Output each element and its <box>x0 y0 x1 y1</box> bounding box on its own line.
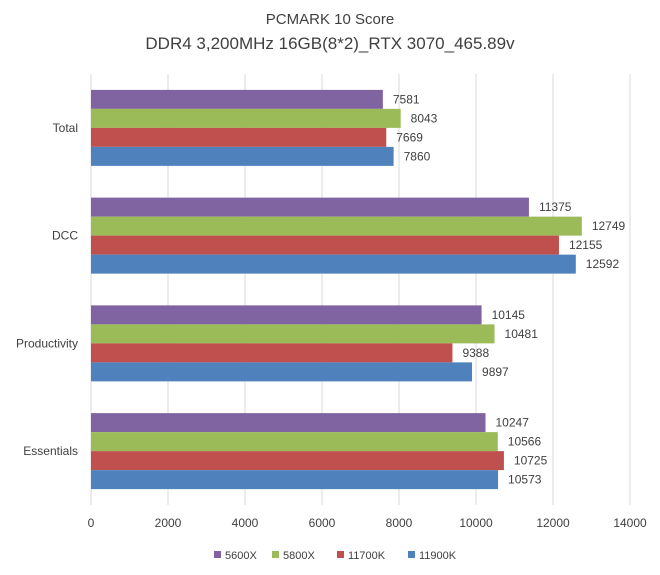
data-label: 10725 <box>514 454 548 468</box>
category-labels: Total DCC Productivity Essentials <box>16 121 78 458</box>
data-label: 10573 <box>508 473 542 487</box>
data-label: 7581 <box>393 92 420 106</box>
bar <box>91 216 582 236</box>
bar <box>91 89 383 109</box>
legend-swatch <box>337 551 344 558</box>
data-label: 10481 <box>505 327 539 341</box>
data-label: 12592 <box>586 257 620 271</box>
bar <box>91 413 486 433</box>
data-label: 8043 <box>411 111 438 125</box>
chart-title: PCMARK 10 Score <box>266 11 394 28</box>
data-label: 12749 <box>592 219 626 233</box>
bar <box>91 470 499 490</box>
legend-label: 11700K <box>348 550 386 562</box>
legend-label: 5600X <box>225 550 257 562</box>
category-label: Total <box>53 121 78 135</box>
bar <box>91 127 387 147</box>
bar <box>91 235 559 255</box>
category-label: Productivity <box>16 336 78 350</box>
data-labels: 7581 8043 7669 7860 11375 12749 12155 12592 1014… <box>393 92 626 486</box>
bar <box>91 362 473 382</box>
category-label: Essentials <box>23 444 78 458</box>
data-label: 10145 <box>492 308 526 322</box>
bar <box>91 108 401 128</box>
bar <box>91 197 529 217</box>
bar <box>91 324 495 344</box>
bar <box>91 451 504 471</box>
x-tick-label: 2000 <box>155 516 182 530</box>
bars <box>91 89 582 490</box>
x-tick-label: 12000 <box>536 516 570 530</box>
bar <box>91 305 482 325</box>
data-label: 7669 <box>396 130 423 144</box>
legend: 5600X 5800X 11700K 11900K <box>214 550 457 562</box>
x-tick-label: 6000 <box>309 516 336 530</box>
bar <box>91 146 394 166</box>
x-tick-label: 4000 <box>232 516 259 530</box>
x-axis-tick-labels: 0 2000 4000 6000 8000 10000 12000 14000 <box>88 516 647 530</box>
legend-label: 5800X <box>283 550 315 562</box>
x-tick-label: 14000 <box>613 516 647 530</box>
bar <box>91 254 576 274</box>
data-label: 11375 <box>539 200 572 214</box>
data-label: 12155 <box>569 238 603 252</box>
bar <box>91 343 453 363</box>
category-label: DCC <box>52 229 78 243</box>
legend-swatch <box>214 551 221 558</box>
x-tick-label: 0 <box>88 516 95 530</box>
data-label: 9897 <box>482 365 509 379</box>
x-tick-label: 10000 <box>459 516 493 530</box>
legend-swatch <box>272 551 279 558</box>
legend-label: 11900K <box>419 550 457 562</box>
bar <box>91 432 498 452</box>
data-label: 10247 <box>496 416 530 430</box>
data-label: 10566 <box>508 435 542 449</box>
x-tick-label: 8000 <box>386 516 413 530</box>
chart-subtitle: DDR4 3,200MHz 16GB(8*2)_RTX 3070_465.89v <box>145 34 515 53</box>
data-label: 7860 <box>404 149 431 163</box>
legend-swatch <box>408 551 415 558</box>
data-label: 9388 <box>462 346 489 360</box>
